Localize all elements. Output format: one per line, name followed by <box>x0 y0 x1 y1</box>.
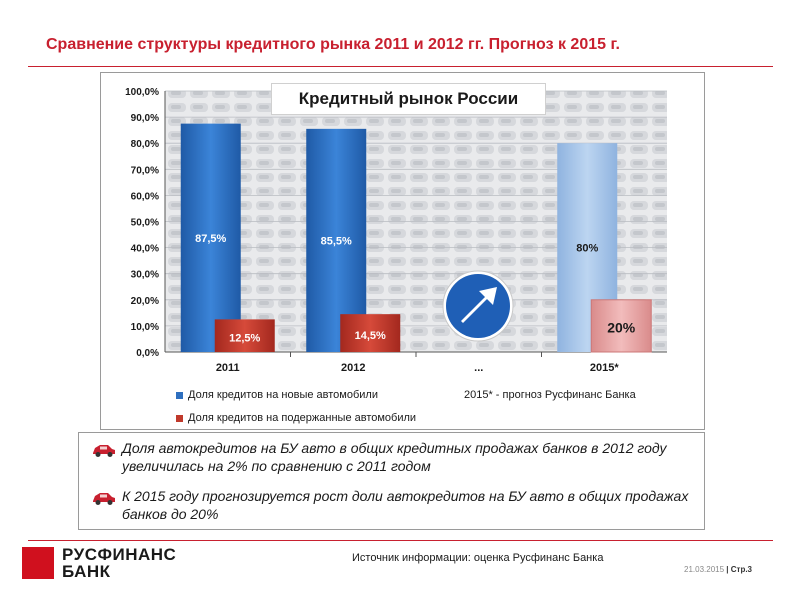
footer-meta: 21.03.2015 | Стр.3 <box>684 565 752 574</box>
logo-square-icon <box>22 547 54 579</box>
source-note: Источник информации: оценка Русфинанс Ба… <box>352 552 604 564</box>
title-divider <box>28 66 773 67</box>
page-number: | Стр.3 <box>726 565 752 574</box>
data-label-new: 85,5% <box>321 235 352 247</box>
data-label-new: 80% <box>576 243 598 255</box>
y-tick-label: 30,0% <box>131 270 159 281</box>
bar-used-3 <box>590 299 652 353</box>
legend-label-new: Доля кредитов на новые автомобили <box>188 389 378 401</box>
forecast-note-label: 2015* - прогноз Русфинанс Банка <box>464 389 636 401</box>
data-label-used: 12,5% <box>229 332 260 344</box>
bar-new-0 <box>180 123 241 352</box>
data-label-new: 87,5% <box>195 233 226 245</box>
data-label-used: 14,5% <box>355 330 386 342</box>
notes-box: Доля автокредитов на БУ авто в общих кре… <box>78 432 705 530</box>
x-tick-label: 2011 <box>216 362 240 374</box>
y-tick-label: 20,0% <box>131 296 159 307</box>
x-tick-label: ... <box>474 362 483 374</box>
legend-item-new: Доля кредитов на новые автомобили <box>176 389 378 401</box>
data-label-used: 20% <box>607 320 636 336</box>
legend-label-used: Доля кредитов на подержанные автомобили <box>188 412 417 424</box>
y-tick-label: 80,0% <box>131 139 159 150</box>
x-tick-label: 2012 <box>341 362 365 374</box>
legend-swatch-used <box>176 414 183 422</box>
y-tick-label: 100,0% <box>125 87 159 98</box>
footer-date: 21.03.2015 <box>684 565 725 574</box>
chart-title: Кредитный рынок России <box>271 83 546 115</box>
logo-line-1: РУСФИНАНС <box>62 545 177 564</box>
y-tick-label: 40,0% <box>131 244 159 255</box>
y-tick-label: 50,0% <box>131 218 159 229</box>
car-icon <box>93 445 115 457</box>
note-text-1: Доля автокредитов на БУ авто в общих кре… <box>122 440 667 474</box>
bar-used-0 <box>214 319 275 352</box>
note-item: Доля автокредитов на БУ авто в общих кре… <box>91 439 691 475</box>
legend-swatch-new <box>176 391 183 399</box>
logo-line-2: БАНК <box>62 562 111 581</box>
note-item: К 2015 году прогнозируется рост доли авт… <box>91 487 691 523</box>
footer-divider <box>28 540 773 541</box>
bar-used-1 <box>340 314 401 352</box>
chart-frame: 0,0% 10,0% 20,0% 30,0% 40,0% 50,0% 60,0% 70,0% 8… <box>100 72 705 430</box>
arrow-sign-icon <box>442 270 514 342</box>
bar-chart: 0,0% 10,0% 20,0% 30,0% 40,0% 50,0% 60,0% 70,0% 8… <box>125 87 667 374</box>
legend-item-used: Доля кредитов на подержанные автомобили <box>176 412 416 424</box>
y-tick-label: 0,0% <box>136 348 159 359</box>
x-tick-label: 2015* <box>590 362 619 374</box>
slide-title: Сравнение структуры кредитного рынка 201… <box>46 36 620 53</box>
forecast-note: 2015* - прогноз Русфинанс Банка <box>464 389 636 401</box>
car-icon <box>93 493 115 505</box>
y-tick-label: 70,0% <box>131 165 159 176</box>
note-text-2: К 2015 году прогнозируется рост доли авт… <box>122 488 689 522</box>
y-tick-label: 90,0% <box>131 113 159 124</box>
y-tick-label: 10,0% <box>131 322 159 333</box>
bank-logo: РУСФИНАНС БАНК <box>22 546 176 580</box>
y-tick-label: 60,0% <box>131 191 159 202</box>
